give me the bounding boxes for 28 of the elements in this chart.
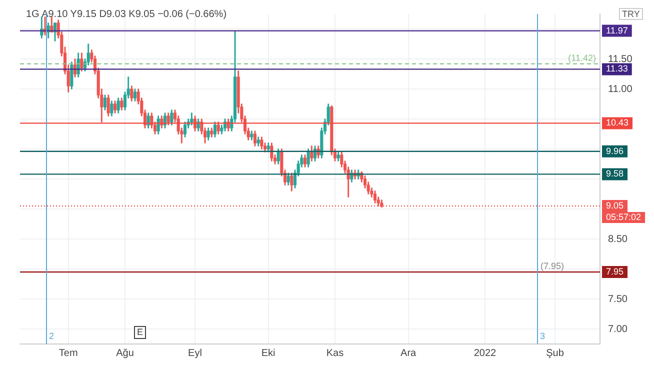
y-tick-label: 11.00 — [608, 84, 633, 95]
x-tick-label: Ara — [400, 348, 417, 359]
y-tick-label: 7.50 — [608, 294, 628, 305]
y-tick-label: 8.50 — [608, 234, 628, 245]
annotation: 3 — [540, 331, 546, 341]
ref-line-label: 11.33 — [606, 64, 628, 74]
x-tick-label: 2022 — [474, 348, 497, 359]
y-tick-label: 7.00 — [608, 324, 628, 335]
y-axis-title: TRY — [619, 8, 643, 20]
annotation: 2 — [49, 331, 54, 341]
text: 05:57:02 — [606, 212, 642, 222]
ref-line-label: 9.58 — [606, 168, 624, 179]
x-tick-label: Kas — [326, 348, 344, 359]
ref-line-label: 10.43 — [606, 118, 629, 128]
ref-line-label: (11.42) — [568, 52, 596, 63]
ref-line-label: 9.96 — [606, 146, 624, 156]
annotation: E — [134, 326, 146, 339]
x-tick-label: Tem — [58, 348, 78, 359]
x-tick-label: Şub — [546, 348, 564, 359]
y-tick-label: 11.50 — [608, 54, 633, 65]
chart-title: 1G A9.10 Y9.15 D9.03 K9.05 −0.06 (−0.66%) — [26, 9, 227, 20]
x-tick-label: Eki — [261, 348, 276, 359]
x-tick-label: Ağu — [116, 348, 134, 359]
annotation: (7.95) — [540, 260, 564, 271]
ref-line-label: 11.97 — [606, 25, 628, 36]
ref-line-label: 7.95 — [606, 266, 624, 276]
x-tick-label: Eyl — [188, 348, 202, 359]
ref-line-label: 9.05 — [606, 200, 624, 210]
